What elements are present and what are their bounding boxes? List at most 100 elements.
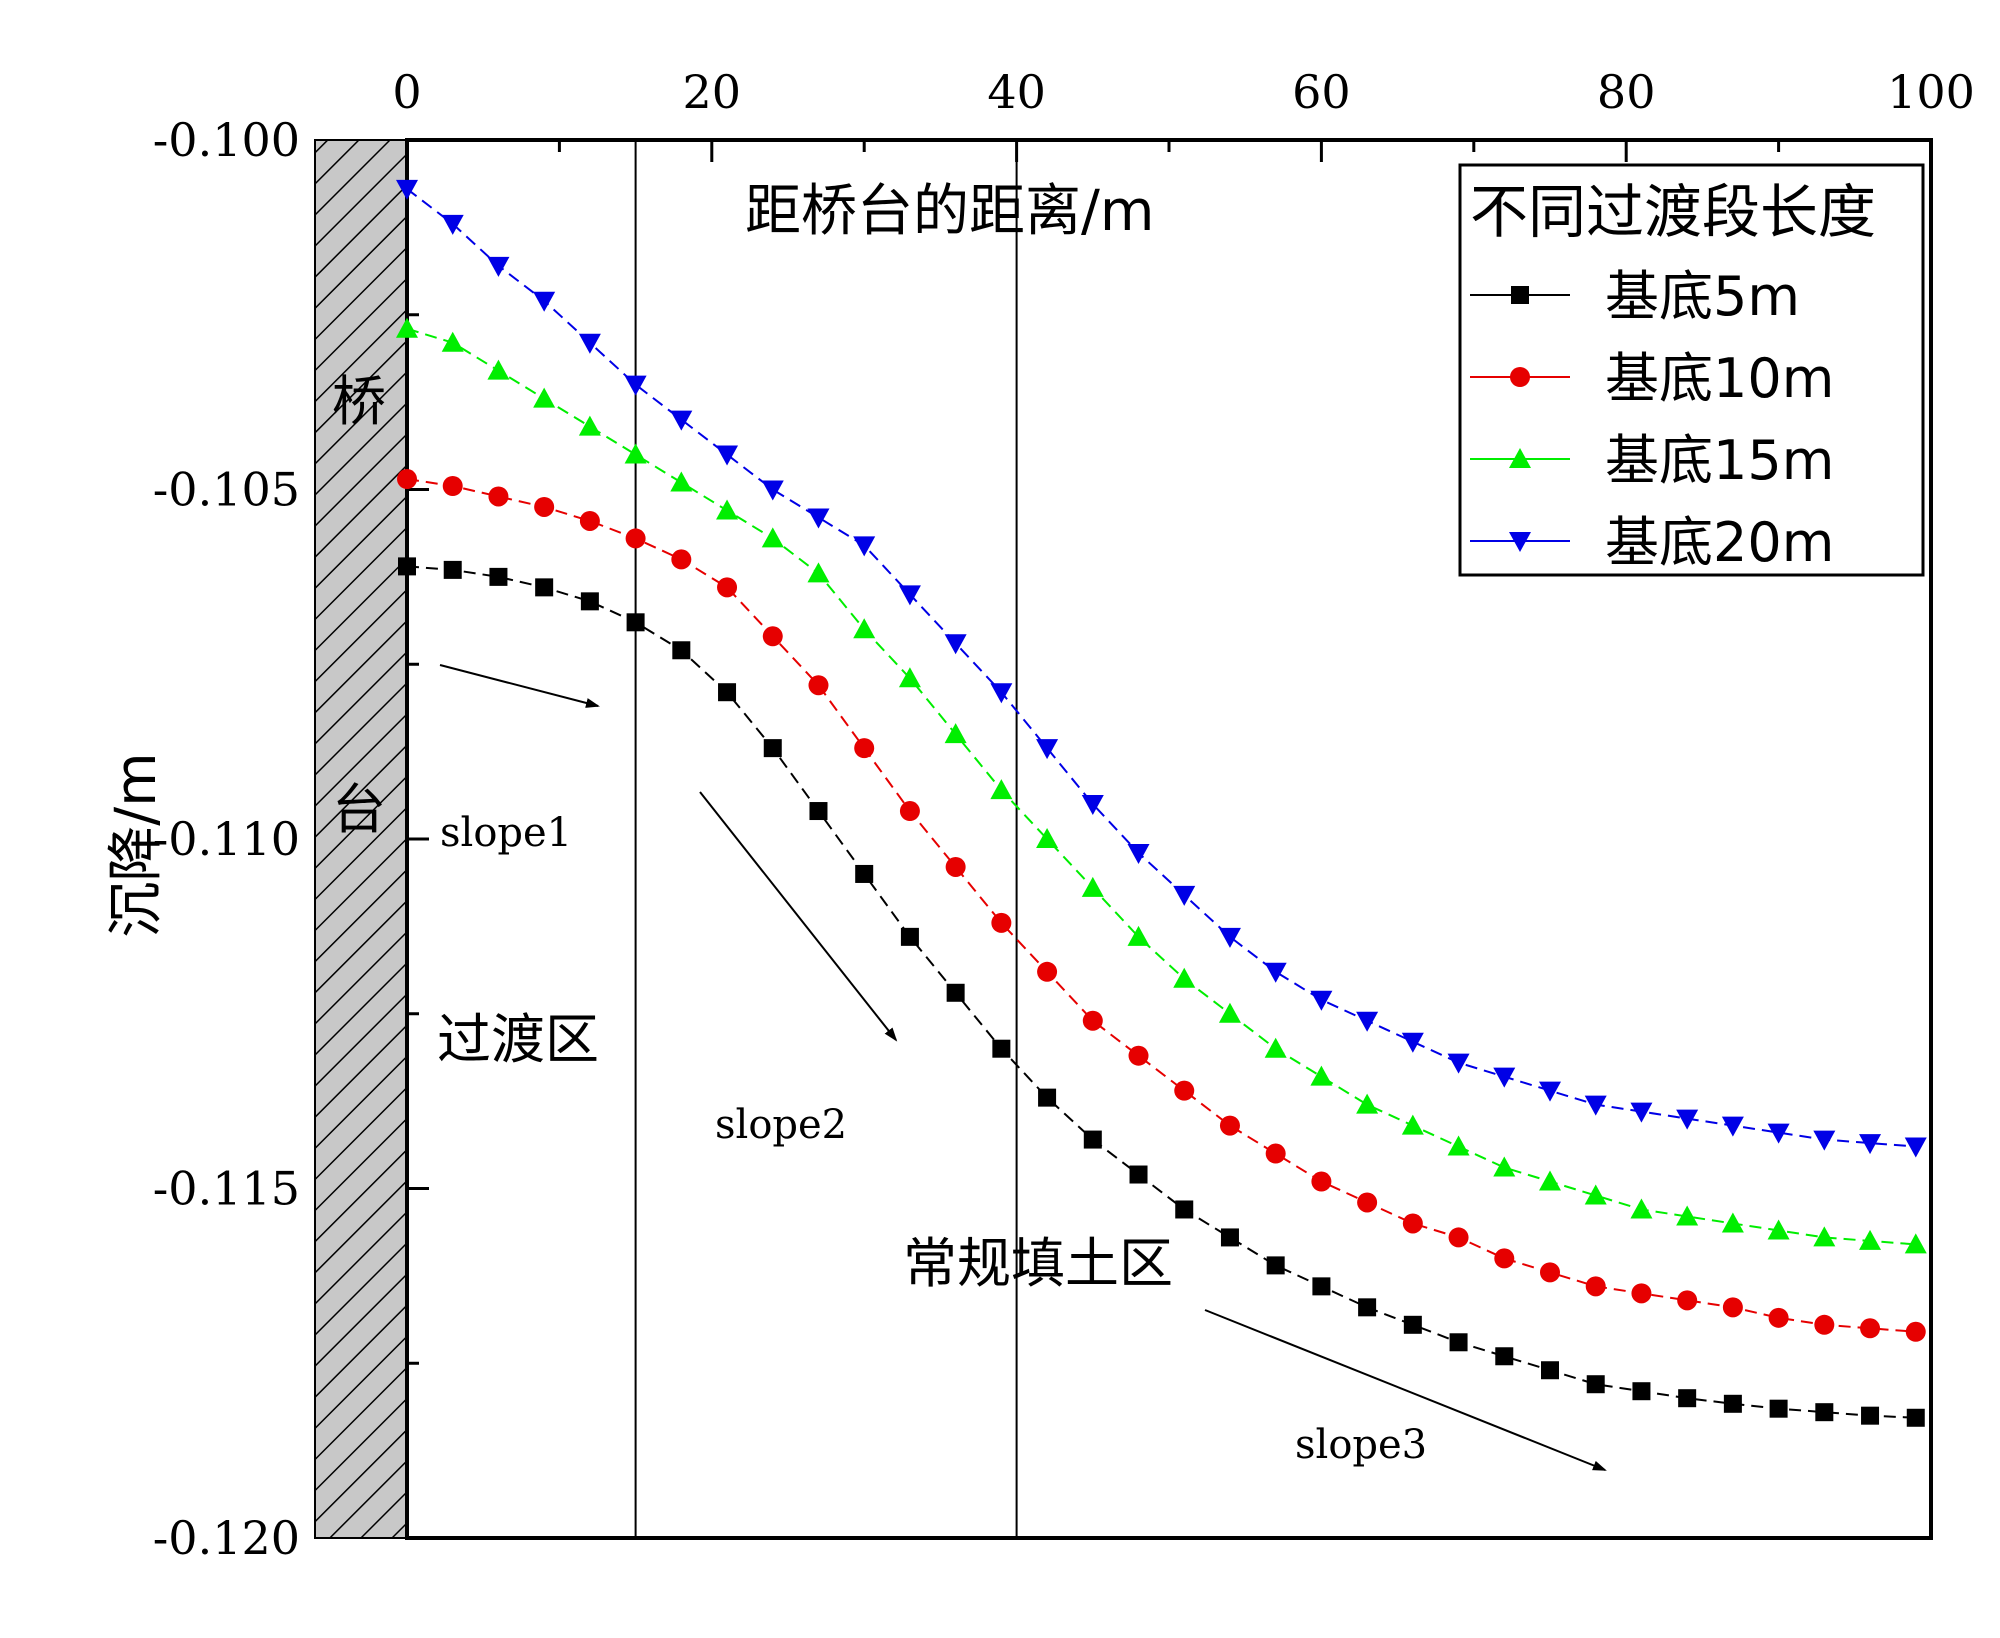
data-point [1081, 876, 1104, 897]
data-point [1219, 1115, 1240, 1136]
data-point [1401, 1032, 1424, 1053]
x-tick-label: 20 [683, 65, 742, 119]
y-tick-label: -0.110 [153, 812, 300, 866]
data-point [579, 510, 600, 531]
data-point [396, 317, 418, 338]
data-point [1904, 1137, 1927, 1158]
data-point [899, 801, 920, 822]
data-point [672, 641, 691, 660]
data-point [1128, 1045, 1149, 1066]
data-point [1127, 843, 1150, 864]
data-point [1175, 1200, 1194, 1219]
data-point [1494, 1248, 1515, 1269]
y-tick-label: -0.115 [153, 1162, 300, 1216]
data-point [1584, 1184, 1607, 1205]
x-tick-label: 80 [1597, 65, 1656, 119]
data-point [1447, 1053, 1470, 1074]
data-point [1860, 1318, 1881, 1339]
data-point [1676, 1205, 1699, 1226]
data-point [1174, 1080, 1195, 1101]
data-point [1722, 1297, 1743, 1318]
data-point [990, 683, 1013, 704]
legend-item: 基底15m [1470, 429, 1834, 492]
series-2 [397, 469, 1926, 1342]
y-axis-ticks: -0.100 -0.105 -0.110 -0.115 -0.120 [153, 113, 429, 1565]
slope1-label: slope1 [440, 810, 572, 856]
data-point [898, 585, 921, 606]
data-point [1083, 1130, 1102, 1149]
data-point [853, 618, 876, 639]
data-point [626, 613, 645, 632]
data-point [1218, 927, 1241, 948]
data-point [489, 567, 508, 586]
data-point [533, 387, 556, 408]
data-point [1264, 962, 1287, 983]
data-point [1449, 1333, 1468, 1352]
data-point [900, 927, 919, 946]
data-point [625, 528, 646, 549]
legend-label: 基底15m [1605, 429, 1834, 492]
series-line [406, 478, 1916, 1333]
x-axis-title: 距桥台的距离/m [745, 179, 1154, 244]
data-point [1861, 1406, 1880, 1425]
data-point [442, 476, 463, 497]
data-point [946, 983, 965, 1002]
transition-zone-label: 过渡区 [437, 1008, 599, 1071]
data-point [808, 675, 829, 696]
x-tick-label: 60 [1292, 65, 1351, 119]
data-point [1904, 1233, 1927, 1254]
slope2-arrow [699, 791, 898, 1042]
slope3-arrow [1204, 1309, 1607, 1471]
abutment-label-top: 桥 [332, 370, 386, 433]
data-point [533, 291, 556, 312]
series-layer [396, 179, 1927, 1427]
abutment-label-bottom: 台 [332, 778, 386, 841]
data-point [1541, 1361, 1559, 1380]
legend-item: 基底5m [1470, 265, 1800, 328]
data-point [1631, 1283, 1652, 1304]
data-point [1768, 1307, 1789, 1328]
data-point [716, 499, 739, 520]
data-point [1448, 1227, 1469, 1248]
data-point [578, 333, 601, 354]
data-point [1403, 1315, 1422, 1334]
data-point [487, 256, 510, 277]
data-point [398, 557, 416, 576]
data-point [854, 738, 875, 759]
y-axis-title: 沉降/m [104, 752, 169, 937]
legend-marker [1509, 448, 1531, 468]
data-point [1814, 1314, 1835, 1335]
data-point [1493, 1067, 1516, 1088]
data-point [1081, 795, 1104, 816]
data-point [1264, 1037, 1287, 1058]
data-point [441, 214, 464, 235]
x-tick-label: 0 [392, 65, 421, 119]
data-point [1906, 1408, 1925, 1427]
data-point [1678, 1389, 1697, 1408]
data-point [762, 626, 783, 647]
data-point [396, 179, 418, 200]
data-point [1220, 1228, 1239, 1247]
data-point [944, 723, 967, 744]
legend-label: 基底20m [1605, 511, 1834, 574]
data-point [718, 683, 737, 702]
legend-box [1458, 163, 1925, 577]
data-point [624, 443, 647, 464]
slope3-label: slope3 [1295, 1422, 1427, 1468]
data-point [670, 410, 693, 431]
data-point [1266, 1256, 1285, 1275]
data-point [1356, 1011, 1379, 1032]
legend: 不同过渡段长度 基底5m 基底10m 基底15m 基底20m [1458, 163, 1925, 577]
data-point [1310, 990, 1333, 1011]
data-point [1767, 1123, 1790, 1144]
legend-item: 基底20m [1470, 511, 1834, 574]
data-point [945, 856, 966, 877]
data-point [761, 527, 784, 548]
data-point [1036, 828, 1059, 848]
series-line [406, 327, 1916, 1246]
data-point [1815, 1403, 1834, 1422]
data-point [580, 592, 599, 611]
legend-marker [1511, 286, 1529, 304]
data-point [1038, 1088, 1057, 1107]
